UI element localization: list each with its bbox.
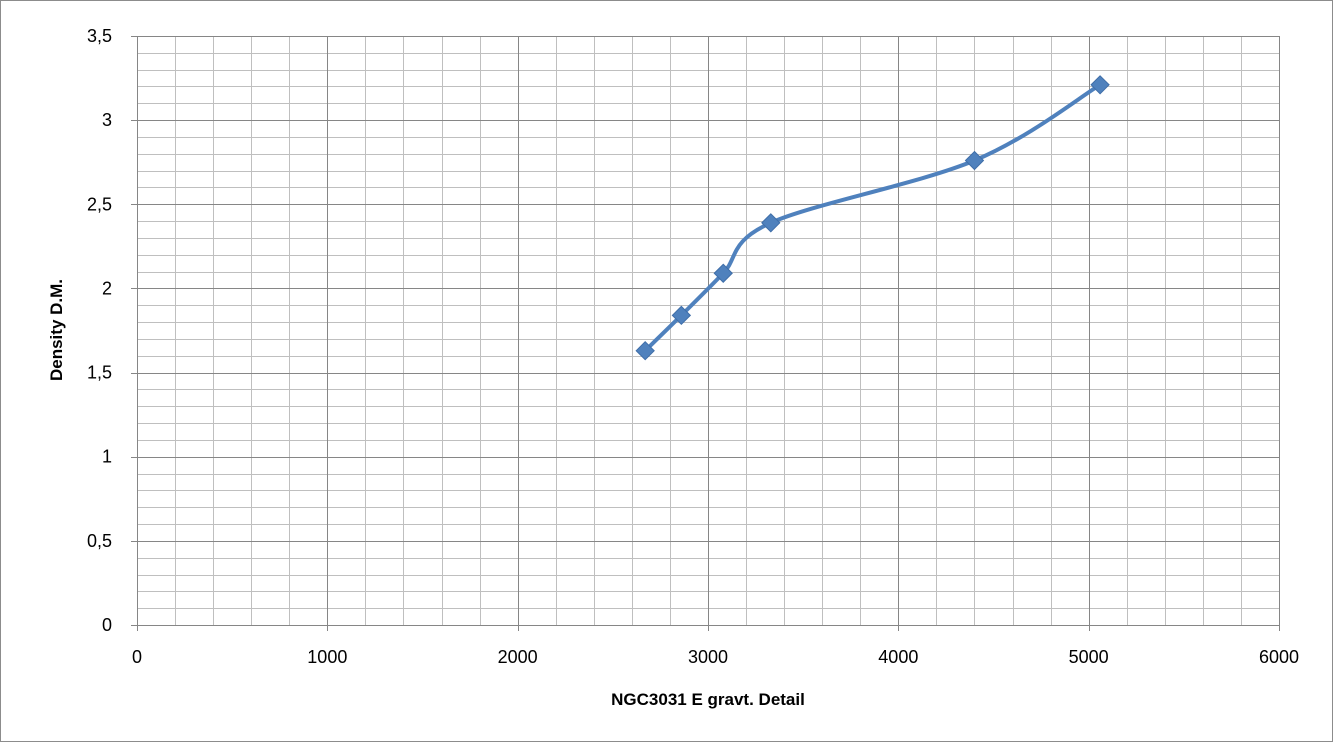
y-tick-label: 0 [102,615,112,635]
y-tick-label: 1,5 [87,363,112,383]
y-axis-title: Density D.M. [47,279,66,381]
y-tick-label: 0,5 [87,531,112,551]
series-layer [635,75,1110,361]
data-point-marker [713,263,733,283]
major-grid [131,36,1280,631]
x-tick-label: 0 [132,647,142,667]
y-tick-label: 2 [102,278,112,298]
x-axis-title: NGC3031 E gravt. Detail [611,690,805,709]
data-point-marker [671,305,692,326]
x-tick-label: 3000 [688,647,728,667]
y-tick-labels: 0 0,5 1 1,5 2 2,5 3 3,5 [87,26,112,635]
data-point-marker [761,213,781,233]
x-tick-label: 4000 [878,647,918,667]
x-tick-labels: 0 1000 2000 3000 4000 5000 6000 [132,647,1299,667]
x-tick-label: 2000 [498,647,538,667]
x-tick-label: 5000 [1069,647,1109,667]
x-tick-label: 1000 [307,647,347,667]
data-point-marker [1090,75,1110,95]
y-tick-label: 3 [102,110,112,130]
data-point-marker [964,150,985,171]
x-tick-label: 6000 [1259,647,1299,667]
y-tick-label: 1 [102,447,112,467]
data-point-marker [635,340,655,361]
y-tick-label: 2,5 [87,194,112,214]
axes [137,36,1279,626]
y-tick-label: 3,5 [87,26,112,46]
series-line [643,82,1103,353]
